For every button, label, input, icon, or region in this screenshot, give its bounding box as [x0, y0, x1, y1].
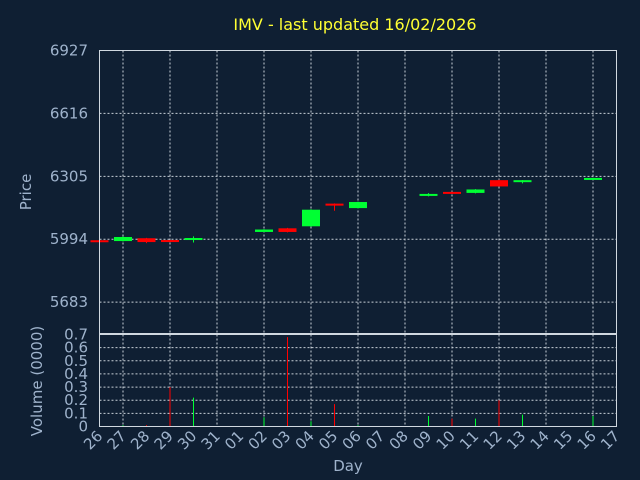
day-tick-label: 13 — [503, 427, 529, 453]
candle-body — [137, 238, 156, 243]
candle-body — [443, 191, 461, 194]
day-tick-label: 15 — [550, 427, 576, 453]
day-tick-label: 28 — [127, 427, 153, 453]
candle-body — [466, 189, 485, 193]
day-tick-label: 14 — [527, 427, 553, 453]
day-tick-label: 10 — [433, 427, 459, 453]
day-tick-label: 05 — [315, 427, 341, 453]
day-axis-ticks: 2627282930310102030405060708091011121314… — [80, 427, 623, 453]
day-tick-label: 01 — [221, 427, 247, 453]
candle-body — [584, 177, 602, 180]
volume-axis-ticks: 0.70.60.50.40.30.20.10 — [64, 326, 88, 436]
volume-tick-label: 0 — [78, 418, 88, 436]
day-tick-label: 07 — [362, 427, 388, 453]
candle-body — [161, 240, 179, 243]
candle-body — [278, 228, 297, 232]
day-tick-label: 12 — [480, 427, 506, 453]
price-grid — [99, 50, 617, 334]
price-tick-label: 6927 — [50, 42, 88, 60]
volume-tick-label: 0.2 — [64, 391, 88, 409]
candle-body — [349, 202, 367, 209]
day-tick-label: 29 — [151, 427, 177, 453]
day-tick-label: 31 — [198, 427, 224, 453]
candle-body — [513, 180, 532, 183]
day-tick-label: 06 — [339, 427, 365, 453]
day-tick-label: 27 — [104, 427, 130, 453]
volume-tick-label: 0.7 — [64, 326, 88, 344]
volume-bars — [99, 337, 594, 427]
candle-body — [490, 180, 508, 187]
price-plot-frame — [99, 50, 617, 334]
day-axis-label: Day — [333, 457, 363, 475]
volume-grid — [99, 334, 617, 427]
day-tick-label: 30 — [174, 427, 200, 453]
price-tick-label: 5683 — [50, 293, 88, 311]
price-axis-ticks: 6927 6616 6305 5994 5683 — [50, 42, 88, 312]
candle-body — [302, 209, 320, 227]
volume-tick-label: 0.5 — [64, 352, 88, 370]
price-tick-label: 5994 — [50, 230, 88, 248]
day-tick-label: 08 — [386, 427, 412, 453]
day-tick-label: 02 — [245, 427, 271, 453]
candle-body — [419, 193, 438, 196]
candle-body — [114, 237, 132, 242]
price-tick-label: 6305 — [50, 167, 88, 185]
day-tick-label: 03 — [268, 427, 294, 453]
day-tick-label: 17 — [597, 427, 623, 453]
volume-axis-label: Volume (0000) — [28, 326, 46, 436]
price-candles — [90, 177, 602, 244]
chart-title: IMV - last updated 16/02/2026 — [233, 15, 476, 34]
volume-tick-label: 0.6 — [64, 339, 88, 357]
candle-body — [255, 229, 273, 232]
price-tick-label: 6616 — [50, 104, 88, 122]
volume-tick-label: 0.1 — [64, 404, 88, 422]
volume-tick-label: 0.4 — [64, 365, 88, 383]
volume-plot-frame — [99, 334, 617, 427]
candle-body — [184, 238, 203, 241]
day-tick-label: 11 — [456, 427, 482, 453]
day-tick-label: 04 — [292, 427, 318, 453]
day-tick-label: 09 — [409, 427, 435, 453]
price-axis-label: Price — [17, 174, 35, 211]
day-tick-label: 16 — [574, 427, 600, 453]
candle-body — [325, 203, 344, 206]
volume-tick-label: 0.3 — [64, 378, 88, 396]
